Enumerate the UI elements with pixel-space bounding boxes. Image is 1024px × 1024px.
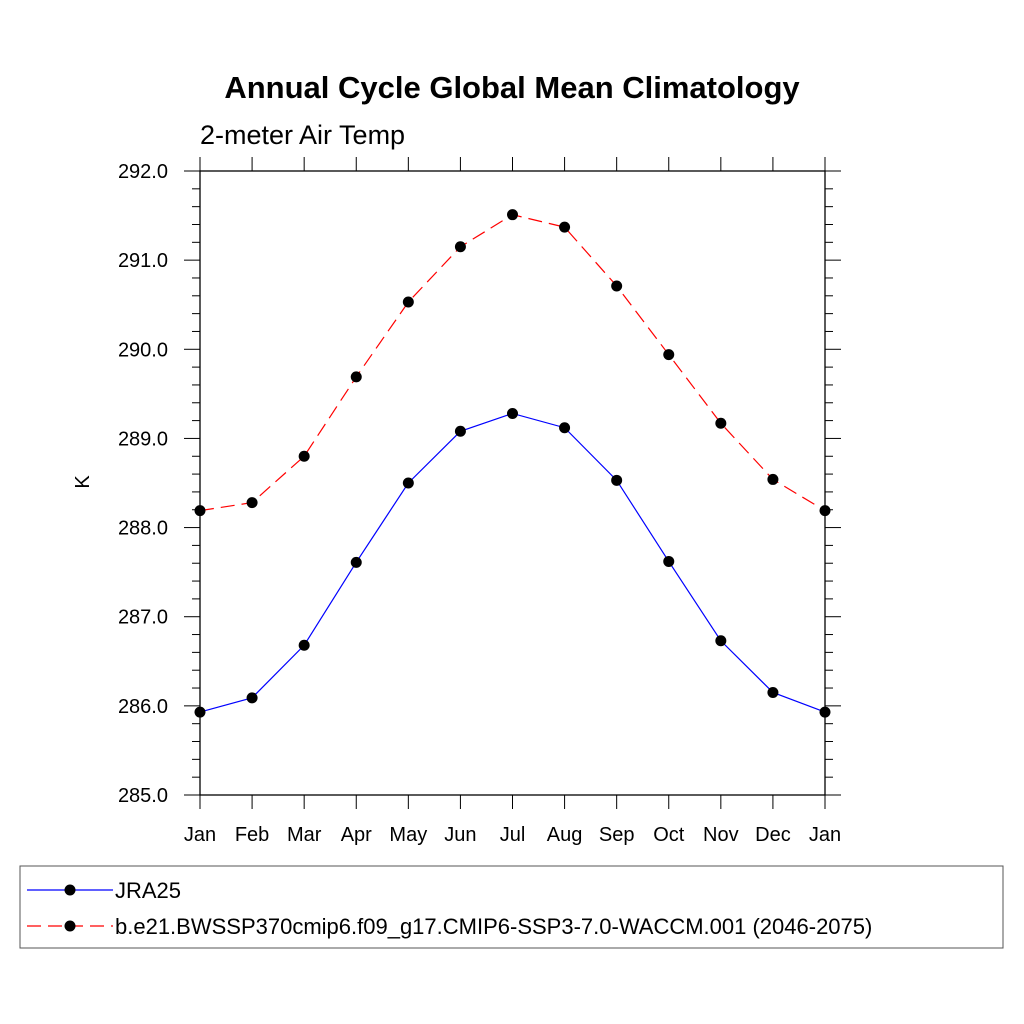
data-point	[350, 371, 362, 383]
x-tick-labels: Jan Feb Mar Apr May Jun Jul Aug Sep Oct Nov Dec Jan	[184, 824, 841, 846]
data-point	[559, 422, 571, 434]
x-tick-label: Jun	[444, 824, 476, 846]
x-tick-label: Jul	[500, 824, 526, 846]
data-point	[454, 425, 466, 437]
data-point	[298, 450, 310, 462]
x-tick-label: Apr	[341, 824, 372, 846]
data-series	[194, 209, 831, 718]
y-tick-label: 290.0	[118, 339, 168, 361]
data-point	[715, 417, 727, 429]
data-point	[715, 635, 727, 647]
data-point	[611, 280, 623, 292]
y-tick-labels: 285.0 286.0 287.0 288.0 289.0 290.0 291.0 292.0	[118, 161, 168, 807]
data-point	[194, 505, 206, 517]
data-point	[559, 221, 571, 233]
series-1	[194, 407, 831, 718]
data-point	[507, 407, 518, 419]
data-point	[454, 241, 466, 253]
x-tick-label: Aug	[547, 824, 583, 846]
x-tick-label: Jan	[184, 824, 216, 846]
series-line	[199, 214, 826, 512]
y-tick-label: 285.0	[118, 785, 168, 807]
data-point	[350, 556, 362, 568]
x-tick-label: Feb	[235, 824, 269, 846]
legend-label: JRA25	[115, 878, 181, 903]
y-tick-label: 291.0	[118, 250, 168, 272]
series-line	[199, 412, 826, 713]
data-point	[819, 706, 831, 718]
data-point	[767, 473, 779, 485]
legend-marker	[64, 920, 76, 932]
chart-title: Annual Cycle Global Mean Climatology	[224, 70, 800, 105]
data-point	[507, 209, 518, 221]
data-point	[246, 692, 258, 704]
data-point	[402, 296, 414, 308]
x-tick-label: Jan	[809, 824, 841, 846]
data-point	[819, 505, 831, 517]
chart-subtitle: 2-meter Air Temp	[200, 120, 405, 150]
y-tick-label: 289.0	[118, 428, 168, 450]
legend-item: JRA25	[27, 878, 181, 903]
data-point	[767, 686, 779, 698]
legend-label: b.e21.BWSSP370cmip6.f09_g17.CMIP6-SSP3-7…	[115, 914, 872, 939]
legend: JRA25 b.e21.BWSSP370cmip6.f09_g17.CMIP6-S…	[27, 878, 872, 939]
x-tick-label: Sep	[599, 824, 635, 846]
x-tick-label: Dec	[755, 824, 791, 846]
legend-box	[19, 865, 1004, 949]
x-tick-label: Nov	[703, 824, 739, 846]
series-2	[194, 209, 831, 517]
y-axis-label: K	[72, 475, 94, 489]
legend-marker	[64, 884, 76, 896]
x-tick-label: Mar	[287, 824, 322, 846]
y-tick-label: 286.0	[118, 696, 168, 718]
y-tick-label: 288.0	[118, 518, 168, 540]
plot-frame	[199, 170, 826, 796]
data-point	[402, 477, 414, 489]
axis-ticks	[184, 157, 841, 809]
data-point	[611, 474, 623, 486]
y-tick-label: 287.0	[118, 607, 168, 629]
data-point	[298, 639, 310, 651]
y-tick-label: 292.0	[118, 161, 168, 183]
data-point	[663, 555, 675, 567]
x-tick-label: Oct	[653, 824, 685, 846]
data-point	[663, 349, 675, 361]
data-point	[194, 706, 206, 718]
x-tick-label: May	[389, 824, 427, 846]
legend-item: b.e21.BWSSP370cmip6.f09_g17.CMIP6-SSP3-7…	[27, 914, 872, 939]
data-point	[246, 497, 258, 509]
